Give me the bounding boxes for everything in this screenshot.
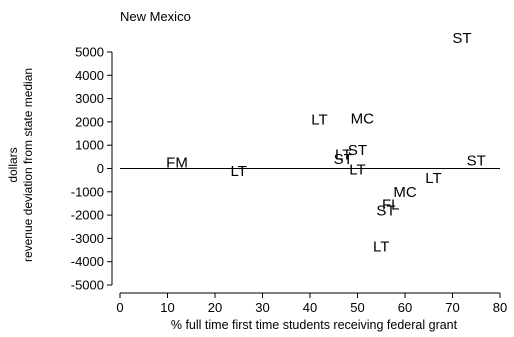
- data-point-label: ST: [348, 142, 367, 159]
- x-tick-label: 80: [493, 300, 507, 315]
- x-tick-label: 0: [116, 300, 123, 315]
- x-tick-label: 10: [160, 300, 174, 315]
- data-point-label: ST: [452, 30, 471, 47]
- y-tick-label: -5000: [71, 278, 104, 293]
- chart-title: New Mexico: [120, 9, 191, 24]
- data-point-label: LT: [349, 162, 365, 179]
- data-point-label: ST: [467, 152, 486, 169]
- data-point-label: MC: [393, 184, 416, 201]
- data-point-label: LT: [231, 163, 247, 180]
- data-point-label: FM: [166, 155, 188, 172]
- y-tick-label: -3000: [71, 231, 104, 246]
- y-tick-label: 1000: [75, 138, 104, 153]
- axes: 5000 4000 3000 2000 1000 0 -1000 -2000 -3000 -400…: [71, 45, 507, 316]
- data-point-label: MC: [351, 110, 374, 127]
- x-tick-label: 40: [303, 300, 317, 315]
- data-point-label: FL: [382, 197, 400, 214]
- y-tick-label: 3000: [75, 91, 104, 106]
- x-axis-label: % full time first time students receivin…: [171, 318, 458, 332]
- x-tick-label: 60: [398, 300, 412, 315]
- x-tick-label: 30: [255, 300, 269, 315]
- data-point-label: ST: [334, 151, 353, 168]
- y-tick-label: 4000: [75, 68, 104, 83]
- x-tick-label: 70: [445, 300, 459, 315]
- y-tick-label: 2000: [75, 114, 104, 129]
- y-tick-label: 0: [97, 161, 104, 176]
- y-axis-label-line-1: dollars: [6, 147, 20, 182]
- x-tick-label: 50: [350, 300, 364, 315]
- data-point-label: LT: [425, 170, 441, 187]
- data-point-label: LT: [373, 239, 389, 256]
- data-point-label: ST: [376, 202, 395, 219]
- y-axis-label-line-2: revenue deviation from state median: [21, 68, 35, 262]
- data-point-label: LT: [311, 112, 327, 129]
- y-tick-label: -1000: [71, 184, 104, 199]
- data-point-label: LT: [335, 147, 351, 164]
- x-tick-label: 20: [208, 300, 222, 315]
- y-tick-label: -2000: [71, 208, 104, 223]
- y-tick-label: 5000: [75, 45, 104, 60]
- y-tick-label: -4000: [71, 254, 104, 269]
